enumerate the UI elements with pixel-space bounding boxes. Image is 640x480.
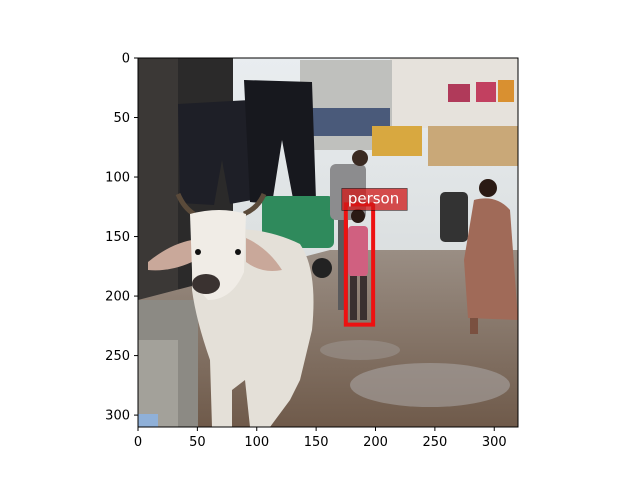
detection-label-background — [341, 188, 408, 211]
child-head — [351, 209, 365, 223]
yellow-sign — [372, 126, 422, 156]
y-tick-label: 100 — [105, 171, 130, 186]
y-tick-label: 0 — [122, 52, 130, 67]
street-photo — [138, 58, 518, 427]
x-tick-label: 150 — [304, 435, 329, 450]
y-tick-label: 250 — [105, 349, 130, 364]
woman-sari — [464, 198, 518, 320]
x-tick-label: 200 — [363, 435, 388, 450]
y-tick-label: 50 — [113, 111, 130, 126]
scooter — [440, 192, 468, 242]
cow-muzzle — [192, 274, 220, 294]
y-tick-label: 300 — [105, 409, 130, 424]
y-tick-label: 200 — [105, 290, 130, 305]
cow-ear-right — [246, 238, 282, 271]
cow-horn-right — [242, 192, 267, 217]
y-tick-label: 150 — [105, 230, 130, 245]
detection-annotation: person — [341, 188, 408, 327]
hanging-trousers-right — [244, 80, 316, 204]
puddle — [350, 363, 510, 407]
x-tick-label: 0 — [134, 435, 142, 450]
x-tick-label: 100 — [244, 435, 269, 450]
x-tick-label: 300 — [482, 435, 507, 450]
hanging-laundry — [448, 84, 470, 102]
y-axis: 0 50 100 150 200 250 300 — [105, 52, 138, 424]
cow-ear-left — [148, 240, 192, 271]
axes-frame — [137, 57, 519, 428]
detection-label: person — [348, 189, 399, 207]
x-axis: 0 50 100 150 200 250 300 — [134, 427, 507, 450]
hanging-trousers-left — [178, 100, 252, 205]
x-tick-label: 250 — [422, 435, 447, 450]
cow-horn-left — [175, 192, 196, 217]
auto-rickshaw — [262, 196, 334, 248]
shop-front — [428, 126, 518, 166]
x-tick-label: 50 — [189, 435, 206, 450]
child-dress — [348, 226, 368, 276]
